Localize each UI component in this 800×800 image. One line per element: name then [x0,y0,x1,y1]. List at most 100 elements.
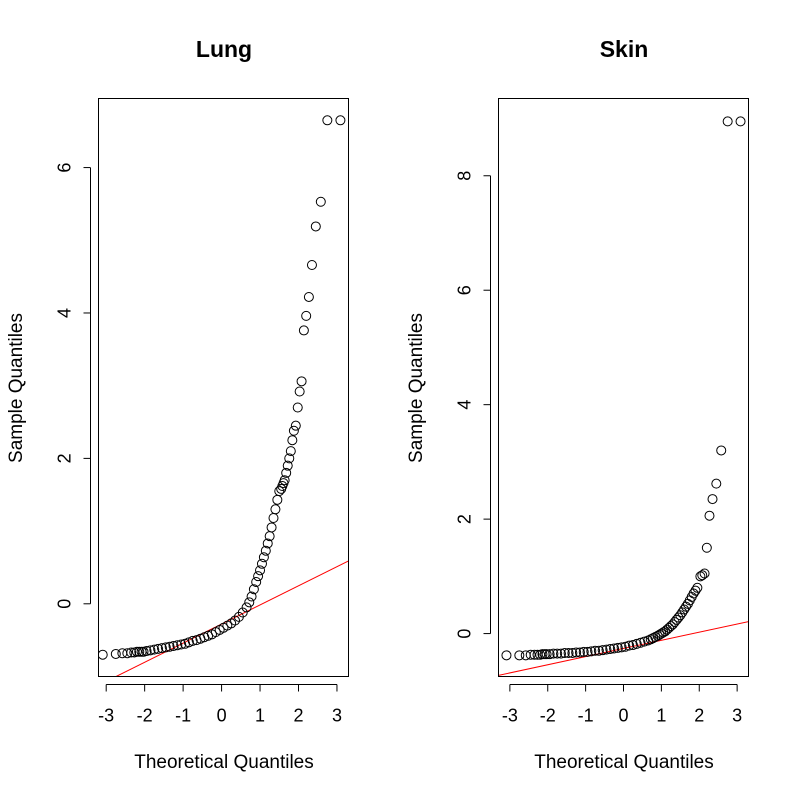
lung-data-point [237,607,248,618]
skin-y-tick-label: 4 [455,400,475,410]
lung-data-point [310,221,321,232]
skin-data-point [593,645,604,656]
skin-y-axis-label: Sample Quantiles [406,313,427,463]
lung-data-point [230,615,241,626]
lung-data-point [266,522,277,533]
lung-data-point [256,558,267,569]
skin-data-point [627,640,638,651]
lung-data-point [285,446,296,457]
skin-y-tick-label: 2 [455,514,475,524]
skin-data-point [559,648,570,659]
skin-data-point [574,647,585,658]
lung-x-tick-label: 2 [293,706,303,726]
skin-data-point [660,626,671,637]
skin-data-point [571,647,582,658]
skin-data-point [541,649,552,660]
skin-x-tick-label: 0 [618,706,628,726]
lung-data-point [287,435,298,446]
skin-data-point [586,646,597,657]
lung-data-point [270,504,281,515]
lung-data-point [110,648,121,659]
skin-data-point [631,638,642,649]
lung-x-tick-label: -3 [98,706,114,726]
lung-data-point [246,591,257,602]
skin-data-point [597,645,608,656]
lung-data-point [306,259,317,270]
lung-data-point [134,646,145,657]
skin-data-point [567,648,578,659]
lung-x-tick-label: 1 [255,706,265,726]
skin-data-point [556,648,566,659]
skin-x-tick-label: 2 [694,706,704,726]
lung-data-point [244,597,255,608]
lung-ticks: -3 -2 -1 0 1 2 3 0 2 4 6 [55,163,342,726]
lung-data-point [164,641,175,652]
lung-data-point [282,460,293,471]
skin-x-axis-label: Theoretical Quantiles [534,752,714,773]
lung-y-tick-label: 0 [55,599,75,609]
lung-data-point [268,513,279,524]
lung-plot-frame [98,98,349,677]
skin-data-point [690,585,701,596]
lung-data-point [156,643,167,654]
skin-plot-frame [498,98,749,677]
skin-data-point [675,610,686,621]
skin-data-point [697,570,708,581]
lung-data-point [122,648,133,659]
skin-data-point [624,640,635,651]
lung-data-point [292,402,303,413]
lung-data-point [98,649,108,660]
lung-data-point [260,545,271,556]
skin-data-point [501,650,512,661]
skin-plot-area [498,116,749,676]
skin-data-point [590,645,601,656]
skin-y-tick-label: 8 [455,171,475,181]
skin-data-point [563,648,574,659]
skin-data-point [552,648,563,659]
skin-data-point [529,649,540,660]
lung-data-point [149,644,160,655]
skin-data-point [616,642,627,653]
skin-data-point [699,568,710,579]
lung-data-point [241,602,252,613]
skin-data-point [688,588,699,599]
lung-x-tick-label: 3 [332,706,342,726]
skin-data-point [677,607,688,618]
lung-data-point [279,475,290,486]
skin-data-point [704,510,715,521]
lung-data-point [298,325,309,336]
skin-y-tick-label: 6 [455,285,475,295]
lung-data-point [126,647,137,658]
lung-data-point [255,565,266,576]
lung-data-point [253,571,264,582]
lung-data-point [335,115,346,126]
skin-data-point [735,116,746,127]
lung-data-point [176,639,187,650]
lung-y-tick-label: 4 [55,308,75,318]
lung-panel-title: Lung [196,36,252,62]
skin-data-point [544,649,555,660]
lung-data-point [274,486,285,497]
lung-data-point [288,425,299,436]
lung-data-point [303,291,314,302]
skin-x-tick-label: 1 [656,706,666,726]
lung-data-point [290,420,301,431]
lung-data-point [131,646,142,657]
lung-y-tick-label: 6 [55,163,75,173]
skin-x-tick-label: -2 [540,706,556,726]
skin-data-point [673,612,684,623]
skin-data-point [701,542,712,553]
skin-data-point [707,494,718,505]
skin-data-point [679,604,690,615]
lung-y-axis-label: Sample Quantiles [6,313,27,463]
skin-reference-line [498,621,749,676]
lung-x-axis-label: Theoretical Quantiles [134,752,314,773]
lung-qq-panel: Lung Theoretical Quantiles Sample Quanti… [6,36,349,773]
skin-data-point [663,622,674,633]
skin-data-point [692,582,703,593]
skin-data-point [612,642,623,653]
skin-y-tick-label: 0 [455,629,475,639]
lung-data-point [141,646,152,657]
skin-data-point [645,634,656,645]
